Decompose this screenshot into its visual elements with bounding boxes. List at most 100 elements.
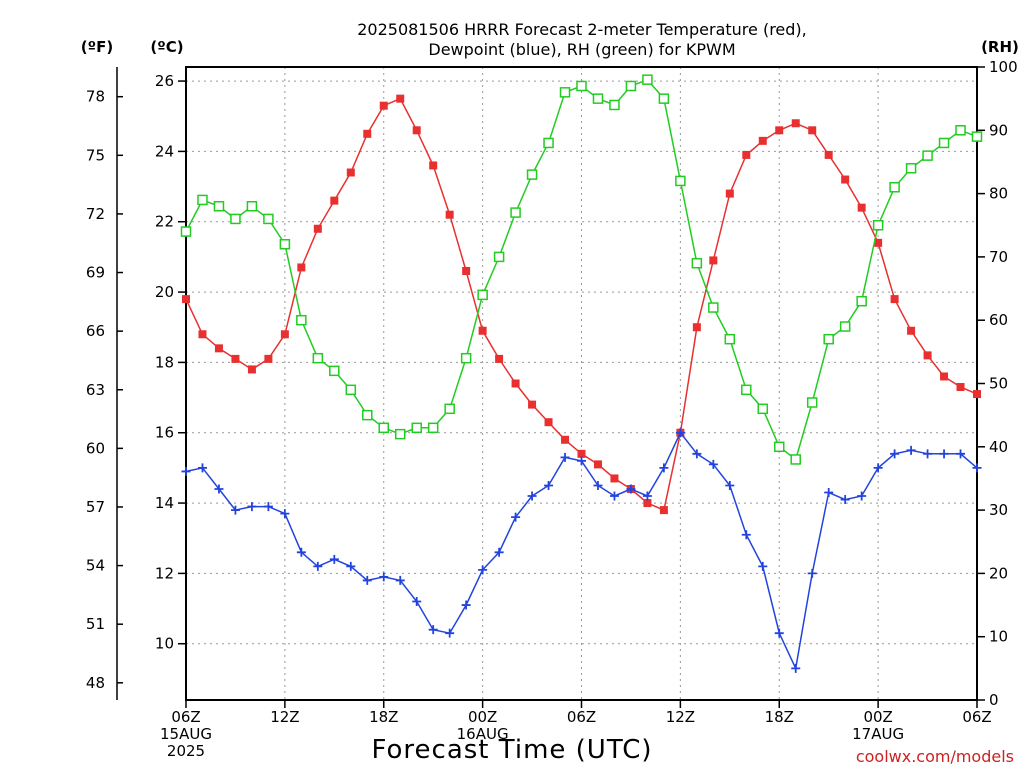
celsius-tick-label: 12 [155,564,174,582]
rh-point [460,352,472,364]
rh-point [213,201,225,212]
fahrenheit-tick-label: 57 [86,498,105,516]
rh-point [559,87,571,98]
plot-frame [185,66,978,701]
fahrenheit-tick-label: 78 [86,88,105,106]
fahrenheit-tick-label: 63 [86,381,105,399]
temperature-point [890,295,899,304]
dewpoint-point [214,484,224,494]
temperature-point [791,119,800,128]
temperature-point [280,330,289,339]
temperature-point [264,354,273,363]
dewpoint-point [939,449,949,459]
rh-point [411,422,422,434]
fahrenheit-tick-label: 69 [86,264,105,282]
rh-point [378,422,389,434]
x-tick-label: 06Z [567,708,596,726]
rh-point [477,289,488,301]
temperature-point [725,189,734,198]
rh-point [592,93,604,104]
rh-point [312,352,324,364]
dewpoint-point [445,628,455,638]
rh-tick-label: 70 [989,248,1008,266]
rh-point [427,422,439,434]
dewpoint-point [494,547,504,557]
dewpoint-point [197,463,207,473]
rh-point [889,182,900,193]
temperature-point [709,256,718,265]
rh-tick-label: 50 [989,375,1008,393]
rh-point [526,169,538,180]
rh-point [493,251,505,263]
fahrenheit-unit-label: (ºF) [81,38,113,56]
x-tick-label: 18Z [369,708,398,726]
rh-point [708,302,719,313]
dewpoint-point [280,509,290,519]
temperature-point [561,435,570,444]
rh-tick-label: 90 [989,121,1008,139]
rh-point [839,321,851,332]
rh-point [872,220,884,231]
x-tick-label: 12Z [270,708,299,726]
rh-unit-label: (RH) [981,38,1019,56]
rh-point [345,384,357,396]
temperature-point [214,344,223,353]
rh-tick-label: 0 [989,691,999,709]
rh-point [658,93,670,104]
credit-text: coolwx.com/models [856,747,1014,766]
rh-point [510,207,521,218]
dewpoint-point [478,565,488,575]
rh-point [790,454,801,465]
rh-point [675,175,686,187]
temperature-point [907,326,916,335]
dewpoint-point [428,625,438,635]
dewpoint-point [346,561,356,571]
temperature-point [692,323,701,332]
temperature-point [429,161,438,170]
dewpoint-point [544,480,554,490]
dewpoint-point [412,597,422,607]
temperature-point [231,354,240,363]
temperature-point [841,175,850,184]
dewpoint-point [972,463,982,473]
x-tick-label: 00Z [468,708,497,726]
dewpoint-point [659,463,669,473]
rh-point [263,213,274,225]
celsius-tick-label: 20 [155,283,174,301]
dewpoint-point [329,554,339,564]
rh-point [823,333,834,345]
temperature-point [577,449,586,458]
rh-point [922,150,933,161]
chart-title-line-2: Dewpoint (blue), RH (green) for KPWM [428,40,735,59]
dewpoint-point [708,459,718,469]
temperature-point [182,295,190,304]
temperature-point [857,203,866,212]
rh-tick-label: 60 [989,311,1008,329]
x-axis-label: Forecast Time (UTC) [371,735,652,765]
rh-tick-label: 30 [989,501,1008,519]
celsius-tick-label: 26 [155,72,174,90]
rh-point [856,295,867,307]
dewpoint-line [185,431,978,671]
dewpoint-point [774,628,784,638]
dewpoint-point [675,428,685,438]
fahrenheit-tick-label: 66 [86,322,105,340]
dewpoint-point [824,488,834,498]
dewpoint-point [906,445,916,455]
temperature-point [511,379,520,388]
temperature-point [445,210,454,219]
temperature-point [824,150,833,159]
temperature-point [973,390,981,399]
celsius-tick-label: 22 [155,213,174,231]
temperature-point [528,400,537,409]
temperature-point [495,354,504,363]
x-tick-label: 12Z [666,708,695,726]
x-tick-label: 17AUG [852,725,904,743]
dewpoint-point [313,561,323,571]
rh-point [938,137,950,149]
fahrenheit-tick-label: 51 [86,615,105,633]
rh-point [774,441,785,453]
rh-point [246,201,258,212]
rh-point [329,365,340,377]
rh-point [279,238,291,250]
